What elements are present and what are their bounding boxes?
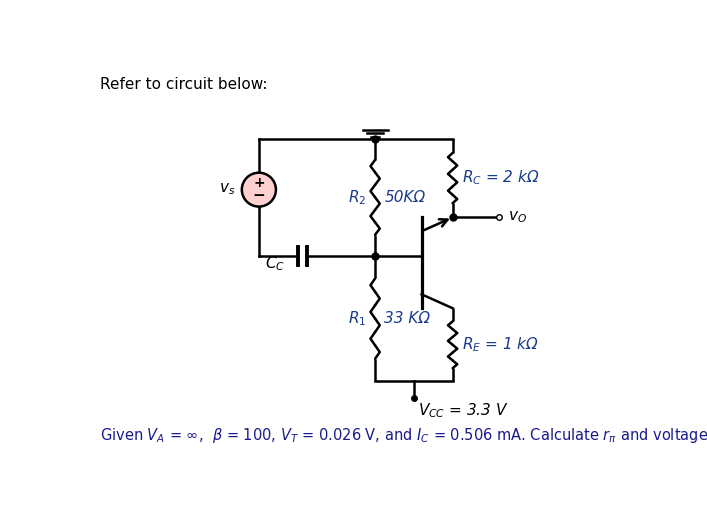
Text: −: − [252, 188, 265, 203]
Text: +: + [253, 176, 264, 191]
Text: $R_2$: $R_2$ [348, 188, 366, 206]
Text: 33 KΩ: 33 KΩ [385, 311, 431, 326]
Text: $v_s$: $v_s$ [219, 182, 235, 197]
Text: Given $V_A$ = $\infty$,  $\beta$ = 100, $V_T$ = 0.026 V, and $I_C$ = 0.506 mA. C: Given $V_A$ = $\infty$, $\beta$ = 100, $… [100, 426, 707, 445]
Text: $R_1$: $R_1$ [348, 309, 366, 328]
Text: $R_C$ = 2 kΩ: $R_C$ = 2 kΩ [462, 169, 539, 187]
Text: Refer to circuit below:: Refer to circuit below: [100, 77, 267, 92]
Circle shape [242, 173, 276, 206]
Text: 50KΩ: 50KΩ [385, 190, 426, 205]
Text: $C_C$: $C_C$ [265, 254, 285, 273]
Text: $V_{CC}$ = 3.3 V: $V_{CC}$ = 3.3 V [418, 401, 508, 420]
Text: $R_E$ = 1 kΩ: $R_E$ = 1 kΩ [462, 335, 539, 354]
Text: $v_O$: $v_O$ [508, 210, 527, 225]
